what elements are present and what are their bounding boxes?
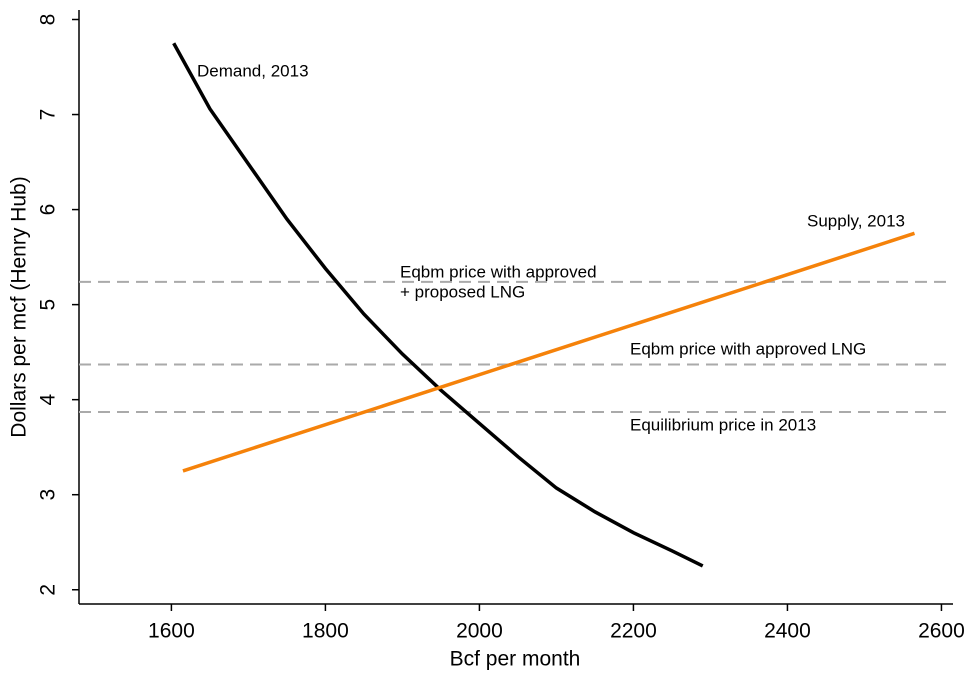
- y-tick-label: 5: [37, 299, 60, 311]
- y-tick-label: 4: [37, 394, 60, 406]
- y-axis-label: Dollars per mcf (Henry Hub): [8, 176, 31, 437]
- y-tick-label: 6: [37, 204, 60, 216]
- y-tick-label: 2: [37, 584, 60, 596]
- y-tick-label: 8: [37, 14, 60, 26]
- y-tick-label: 3: [37, 489, 60, 501]
- reference-label: + proposed LNG: [400, 282, 525, 301]
- x-tick-label: 2400: [764, 620, 811, 643]
- series-label: Demand, 2013: [197, 61, 309, 80]
- x-axis-label: Bcf per month: [450, 648, 581, 671]
- series-label: Supply, 2013: [807, 211, 905, 230]
- x-tick-label: 1600: [148, 620, 195, 643]
- line: [182, 231, 916, 473]
- reference-label: Eqbm price with approved LNG: [630, 339, 866, 358]
- y-tick-label: 7: [37, 109, 60, 121]
- x-tick-label: 2200: [610, 620, 657, 643]
- x-tick-label: 2600: [918, 620, 965, 643]
- reference-label: Equilibrium price in 2013: [630, 415, 816, 434]
- x-tick-label: 1800: [302, 620, 349, 643]
- reference-label: Eqbm price with approved: [400, 262, 597, 281]
- line: [172, 42, 704, 568]
- x-tick-label: 2000: [456, 620, 503, 643]
